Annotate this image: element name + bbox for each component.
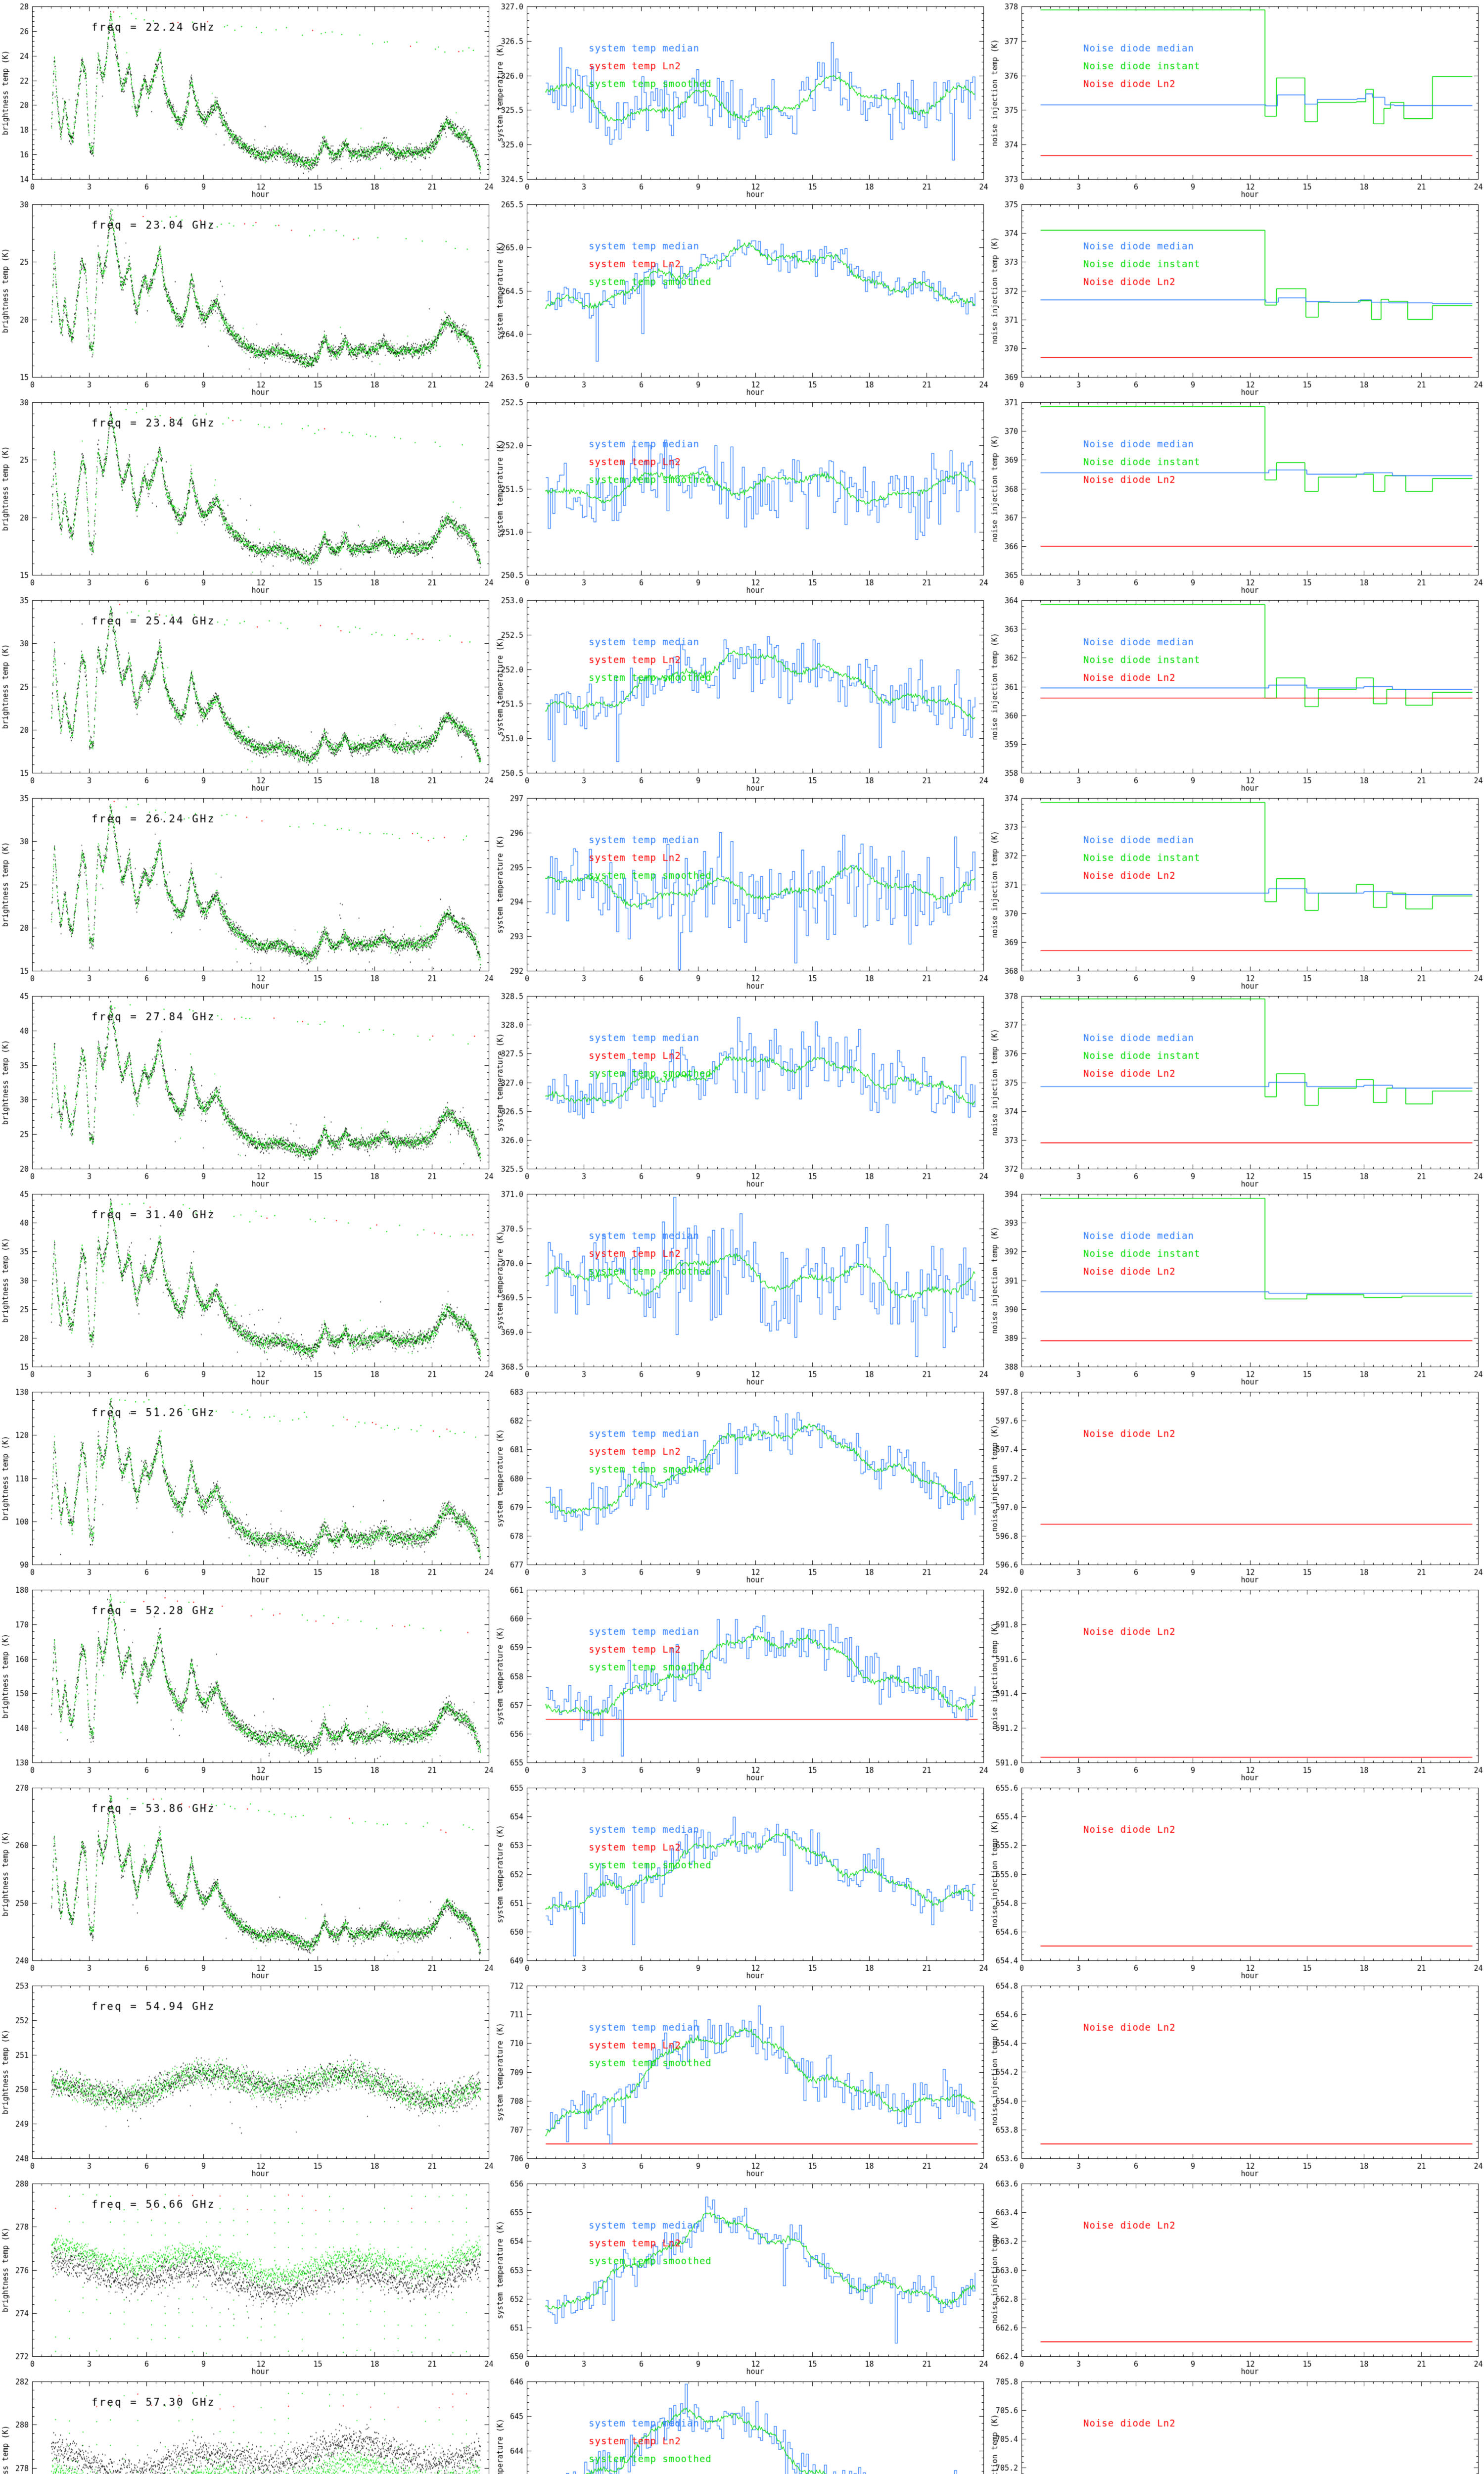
- middle-plot-cell-row-1: [495, 0, 989, 198]
- middle-plot-canvas-row-10: [495, 1781, 989, 1979]
- plot-row-8-freq-51.26ghz: [0, 1385, 1484, 1583]
- middle-plot-canvas-row-5: [495, 792, 989, 990]
- right-plot-cell-row-5: [989, 792, 1484, 990]
- right-plot-canvas-row-4: [989, 594, 1484, 792]
- right-plot-cell-row-6: [989, 990, 1484, 1188]
- right-plot-cell-row-9: [989, 1583, 1484, 1781]
- middle-plot-canvas-row-7: [495, 1188, 989, 1385]
- plot-row-3-freq-23.84ghz: [0, 396, 1484, 594]
- right-plot-canvas-row-7: [989, 1188, 1484, 1385]
- plot-row-7-freq-31.40ghz: [0, 1188, 1484, 1385]
- middle-plot-canvas-row-3: [495, 396, 989, 594]
- middle-plot-cell-row-5: [495, 792, 989, 990]
- middle-plot-cell-row-12: [495, 2177, 989, 2375]
- left-plot-cell-row-1: [0, 0, 495, 198]
- left-plot-canvas-row-4: [0, 594, 495, 792]
- right-plot-cell-row-7: [989, 1188, 1484, 1385]
- left-plot-cell-row-8: [0, 1385, 495, 1583]
- left-plot-canvas-row-9: [0, 1583, 495, 1781]
- middle-plot-cell-row-10: [495, 1781, 989, 1979]
- left-plot-cell-row-11: [0, 1979, 495, 2177]
- left-plot-cell-row-13: [0, 2375, 495, 2474]
- plot-row-9-freq-52.28ghz: [0, 1583, 1484, 1781]
- right-plot-cell-row-3: [989, 396, 1484, 594]
- left-plot-cell-row-12: [0, 2177, 495, 2375]
- left-plot-canvas-row-11: [0, 1979, 495, 2177]
- left-plot-canvas-row-5: [0, 792, 495, 990]
- plot-row-1-freq-22.24ghz: [0, 0, 1484, 198]
- left-plot-canvas-row-3: [0, 396, 495, 594]
- left-plot-canvas-row-2: [0, 198, 495, 396]
- left-plot-canvas-row-8: [0, 1385, 495, 1583]
- left-plot-canvas-row-12: [0, 2177, 495, 2375]
- left-plot-cell-row-9: [0, 1583, 495, 1781]
- middle-plot-cell-row-9: [495, 1583, 989, 1781]
- right-plot-cell-row-11: [989, 1979, 1484, 2177]
- right-plot-cell-row-10: [989, 1781, 1484, 1979]
- left-plot-cell-row-10: [0, 1781, 495, 1979]
- middle-plot-cell-row-6: [495, 990, 989, 1188]
- plot-row-4-freq-25.44ghz: [0, 594, 1484, 792]
- middle-plot-canvas-row-1: [495, 0, 989, 198]
- middle-plot-canvas-row-6: [495, 990, 989, 1188]
- left-plot-canvas-row-7: [0, 1188, 495, 1385]
- right-plot-canvas-row-3: [989, 396, 1484, 594]
- plot-row-6-freq-27.84ghz: [0, 990, 1484, 1188]
- middle-plot-cell-row-2: [495, 198, 989, 396]
- right-plot-canvas-row-8: [989, 1385, 1484, 1583]
- middle-plot-cell-row-4: [495, 594, 989, 792]
- left-plot-cell-row-5: [0, 792, 495, 990]
- left-plot-cell-row-2: [0, 198, 495, 396]
- right-plot-cell-row-13: [989, 2375, 1484, 2474]
- plot-row-2-freq-23.04ghz: [0, 198, 1484, 396]
- left-plot-canvas-row-10: [0, 1781, 495, 1979]
- right-plot-cell-row-12: [989, 2177, 1484, 2375]
- right-plot-canvas-row-12: [989, 2177, 1484, 2375]
- right-plot-canvas-row-10: [989, 1781, 1484, 1979]
- right-plot-cell-row-2: [989, 198, 1484, 396]
- right-plot-canvas-row-1: [989, 0, 1484, 198]
- right-plot-canvas-row-5: [989, 792, 1484, 990]
- right-plot-cell-row-8: [989, 1385, 1484, 1583]
- left-plot-cell-row-6: [0, 990, 495, 1188]
- plot-row-12-freq-56.66ghz: [0, 2177, 1484, 2375]
- middle-plot-canvas-row-8: [495, 1385, 989, 1583]
- left-plot-canvas-row-13: [0, 2375, 495, 2474]
- right-plot-canvas-row-11: [989, 1979, 1484, 2177]
- right-plot-canvas-row-6: [989, 990, 1484, 1188]
- middle-plot-cell-row-13: [495, 2375, 989, 2474]
- plot-row-5-freq-26.24ghz: [0, 792, 1484, 990]
- middle-plot-canvas-row-4: [495, 594, 989, 792]
- middle-plot-cell-row-7: [495, 1188, 989, 1385]
- middle-plot-cell-row-8: [495, 1385, 989, 1583]
- right-plot-cell-row-1: [989, 0, 1484, 198]
- plot-row-13-freq-57.30ghz: [0, 2375, 1484, 2474]
- left-plot-cell-row-3: [0, 396, 495, 594]
- middle-plot-canvas-row-9: [495, 1583, 989, 1781]
- right-plot-canvas-row-13: [989, 2375, 1484, 2474]
- left-plot-cell-row-4: [0, 594, 495, 792]
- middle-plot-cell-row-11: [495, 1979, 989, 2177]
- middle-plot-canvas-row-11: [495, 1979, 989, 2177]
- right-plot-canvas-row-2: [989, 198, 1484, 396]
- plot-row-10-freq-53.86ghz: [0, 1781, 1484, 1979]
- plot-row-11-freq-54.94ghz: [0, 1979, 1484, 2177]
- middle-plot-canvas-row-2: [495, 198, 989, 396]
- right-plot-cell-row-4: [989, 594, 1484, 792]
- left-plot-cell-row-7: [0, 1188, 495, 1385]
- middle-plot-canvas-row-13: [495, 2375, 989, 2474]
- left-plot-canvas-row-1: [0, 0, 495, 198]
- middle-plot-canvas-row-12: [495, 2177, 989, 2375]
- right-plot-canvas-row-9: [989, 1583, 1484, 1781]
- middle-plot-cell-row-3: [495, 396, 989, 594]
- left-plot-canvas-row-6: [0, 990, 495, 1188]
